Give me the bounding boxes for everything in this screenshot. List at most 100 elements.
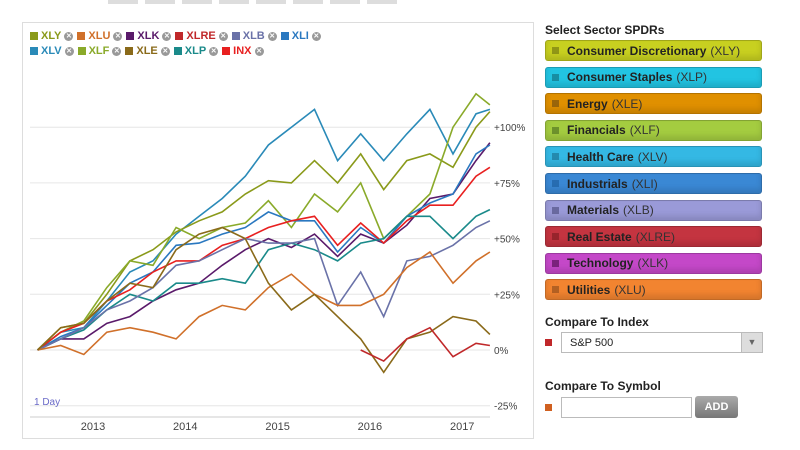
- remove-icon[interactable]: ✕: [160, 46, 170, 56]
- legend-label: XLY: [41, 30, 62, 42]
- sector-button-xle[interactable]: Energy (XLE): [545, 93, 762, 115]
- performance-chart: +100% +75% +50% +25% 0% -25% 2013 2014 2015 2016 2…: [30, 92, 526, 433]
- top-tab[interactable]: [367, 0, 397, 4]
- sector-button-xlre[interactable]: Real Estate (XLRE): [545, 226, 762, 248]
- sector-button-xly[interactable]: Consumer Discretionary (XLY): [545, 40, 762, 61]
- legend-swatch: [126, 32, 135, 40]
- sector-name: Real Estate: [567, 229, 632, 244]
- sector-swatch: [552, 233, 559, 241]
- legend-swatch: [231, 32, 240, 40]
- legend-swatch: [77, 32, 86, 40]
- legend-item-xlre[interactable]: XLRE ✕: [175, 30, 228, 42]
- legend-label: XLF: [88, 45, 110, 57]
- top-tab[interactable]: [182, 0, 212, 4]
- top-tab[interactable]: [108, 0, 138, 4]
- chart-panel: [22, 22, 534, 439]
- sector-swatch: [552, 180, 559, 187]
- legend-label: XLV: [41, 45, 62, 57]
- y-tick-label: +25%: [494, 290, 520, 301]
- series-line-inx: [37, 166, 491, 351]
- top-tab[interactable]: [145, 0, 175, 4]
- sector-swatch: [552, 47, 559, 54]
- range-label[interactable]: 1 Day: [34, 397, 60, 408]
- sector-ticker: (XLI): [631, 176, 658, 191]
- sector-button-xlp[interactable]: Consumer Staples (XLP): [545, 66, 762, 88]
- compare-index-label: Compare To Index: [545, 315, 649, 329]
- sector-button-xlb[interactable]: Materials (XLB): [545, 199, 762, 221]
- remove-icon[interactable]: ✕: [64, 46, 74, 56]
- x-tick-label: 2017: [450, 421, 474, 433]
- sector-swatch: [552, 126, 559, 134]
- sector-name: Energy: [567, 96, 608, 111]
- top-tab[interactable]: [256, 0, 286, 4]
- remove-icon[interactable]: ✕: [218, 31, 228, 41]
- series-line-xly: [37, 111, 491, 351]
- y-tick-label: +50%: [494, 235, 520, 246]
- remove-icon[interactable]: ✕: [267, 31, 277, 41]
- sector-ticker: (XLU): [614, 282, 646, 297]
- legend-label: XLP: [184, 45, 207, 57]
- sector-button-xli[interactable]: Industrials (XLI): [545, 173, 762, 194]
- sector-ticker: (XLE): [611, 96, 643, 111]
- legend-item-xly[interactable]: XLY ✕: [30, 30, 74, 42]
- legend-swatch: [30, 47, 38, 55]
- legend-item-inx[interactable]: INX ✕: [222, 45, 264, 57]
- legend-label: XLE: [136, 45, 158, 57]
- remove-icon[interactable]: ✕: [113, 31, 123, 41]
- sector-ticker: (XLF): [629, 123, 660, 138]
- sector-button-xlv[interactable]: Health Care (XLV): [545, 146, 762, 168]
- series-line-xlv: [37, 108, 491, 351]
- sector-button-xlk[interactable]: Technology (XLK): [545, 252, 762, 274]
- x-tick-label: 2013: [81, 421, 105, 433]
- sector-ticker: (XLY): [710, 43, 741, 58]
- symbol-input[interactable]: [561, 397, 692, 418]
- sector-swatch: [552, 100, 559, 108]
- legend-item-xlf[interactable]: XLF ✕: [77, 45, 122, 57]
- legend-item-xlv[interactable]: XLV ✕: [30, 45, 74, 57]
- sector-ticker: (XLV): [637, 149, 668, 164]
- remove-icon[interactable]: ✕: [254, 46, 264, 56]
- legend-swatch: [222, 47, 231, 55]
- legend-item-xle[interactable]: XLE ✕: [125, 45, 170, 57]
- legend-item-xlu[interactable]: XLU ✕: [77, 30, 123, 42]
- symbol-color-swatch: [545, 404, 552, 411]
- top-tab[interactable]: [219, 0, 249, 4]
- sector-name: Industrials: [567, 176, 628, 191]
- legend-item-xli[interactable]: XLI ✕: [280, 30, 321, 42]
- legend-swatch: [175, 32, 184, 40]
- series-line-xlp: [37, 208, 491, 351]
- add-button[interactable]: ADD: [695, 396, 738, 418]
- series-line-xle: [37, 226, 491, 374]
- legend-label: XLU: [88, 30, 111, 42]
- top-tab[interactable]: [293, 0, 323, 4]
- legend-swatch: [77, 47, 86, 55]
- y-tick-label: +100%: [494, 123, 526, 134]
- index-select-value: S&P 500: [570, 336, 614, 349]
- legend-item-xlk[interactable]: XLK ✕: [126, 30, 172, 42]
- remove-icon[interactable]: ✕: [162, 31, 172, 41]
- sector-swatch: [552, 206, 559, 214]
- sector-button-xlu[interactable]: Utilities (XLU): [545, 279, 762, 301]
- sector-name: Materials: [567, 203, 620, 218]
- legend-item-xlp[interactable]: XLP ✕: [173, 45, 219, 57]
- remove-icon[interactable]: ✕: [112, 46, 122, 56]
- index-select[interactable]: S&P 500 ▼: [561, 332, 763, 353]
- legend-label: XLI: [291, 30, 309, 42]
- x-tick-label: 2015: [265, 421, 289, 433]
- sector-ticker: (XLK): [637, 256, 669, 271]
- series-line-xlre: [360, 326, 491, 363]
- compare-symbol-label: Compare To Symbol: [545, 379, 661, 393]
- legend-item-xlb[interactable]: XLB ✕: [231, 30, 277, 42]
- sector-swatch: [552, 73, 559, 81]
- sector-name: Consumer Discretionary: [567, 43, 707, 58]
- chevron-down-icon[interactable]: ▼: [741, 333, 762, 352]
- legend-label: XLRE: [186, 30, 216, 42]
- legend-swatch: [173, 47, 182, 55]
- series-line-xli: [37, 144, 491, 351]
- remove-icon[interactable]: ✕: [64, 31, 74, 41]
- sector-button-xlf[interactable]: Financials (XLF): [545, 119, 762, 141]
- top-tab[interactable]: [330, 0, 360, 4]
- remove-icon[interactable]: ✕: [311, 31, 321, 41]
- sector-swatch: [552, 259, 559, 267]
- remove-icon[interactable]: ✕: [209, 46, 219, 56]
